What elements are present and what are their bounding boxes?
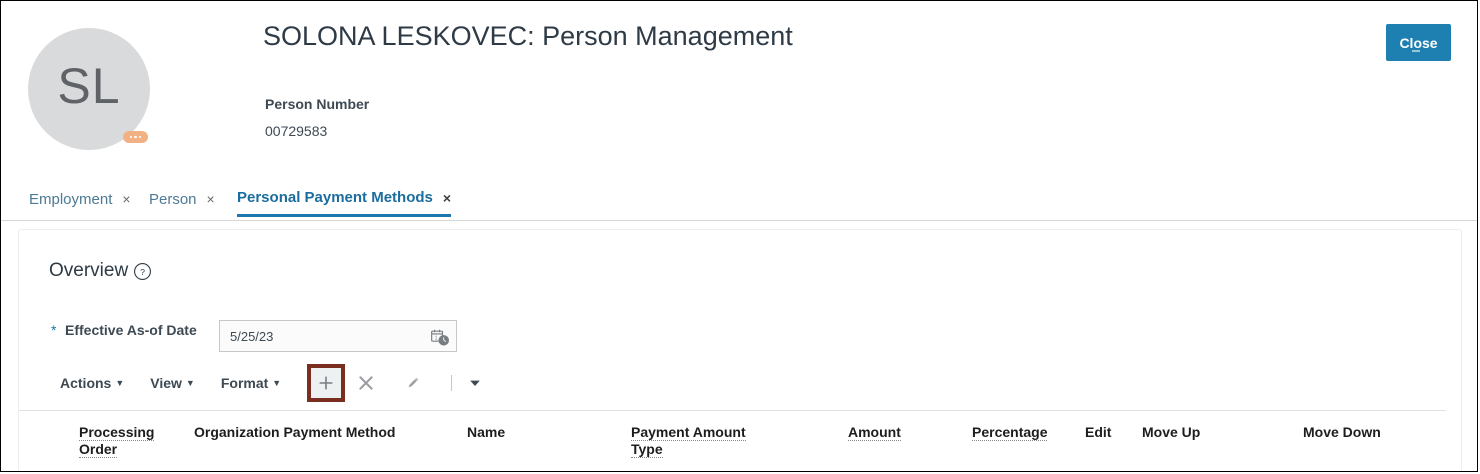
svg-text:?: ? [140,267,145,277]
svg-text:1: 1 [435,336,438,342]
